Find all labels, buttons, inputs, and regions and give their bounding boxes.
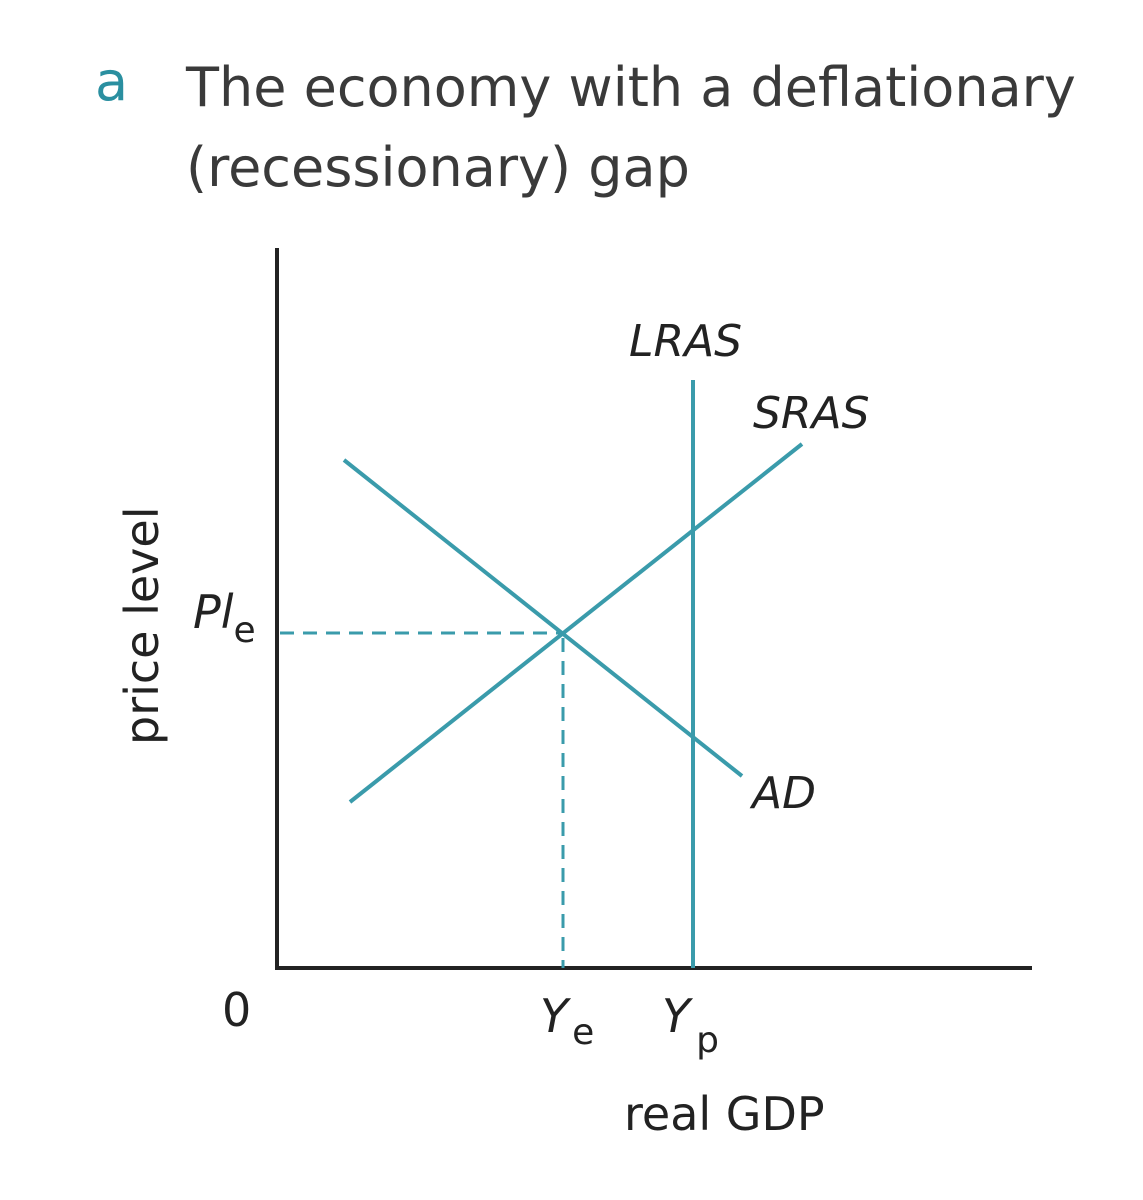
y-e-main: Y	[540, 989, 572, 1043]
diagram-title: The economy with a deflationary (recessi…	[186, 48, 1086, 208]
y-p-main: Y	[662, 989, 694, 1043]
sras-label: SRAS	[753, 388, 870, 439]
ad-line	[342, 458, 744, 778]
y-p-subscript: p	[696, 1020, 719, 1061]
y-axis-label: price level	[115, 507, 169, 746]
y-e-subscript: e	[572, 1012, 594, 1053]
pl-e-main: Pl	[193, 585, 234, 639]
x-axis-label: real GDP	[624, 1087, 825, 1141]
pl-e-subscript: e	[234, 610, 256, 651]
lras-label: LRAS	[629, 316, 742, 367]
title-line-1: The economy with a deflationary	[186, 56, 1076, 119]
origin-label: 0	[222, 983, 251, 1037]
ad-label: AD	[749, 768, 816, 819]
panel-letter: a	[95, 50, 129, 113]
title-line-2: (recessionary) gap	[186, 136, 690, 199]
sras-line	[348, 442, 804, 804]
pl-e-label: Ple	[193, 585, 256, 651]
